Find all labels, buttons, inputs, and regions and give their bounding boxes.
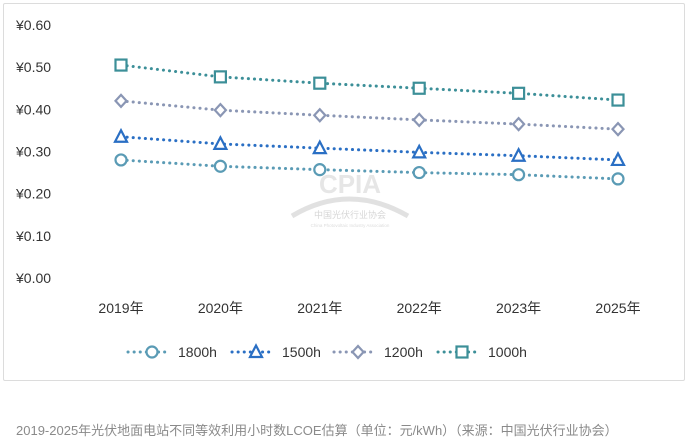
data-point — [611, 172, 625, 186]
series-line — [119, 63, 620, 102]
x-tick-label: 2021年 — [297, 300, 342, 316]
y-tick-label: ¥0.40 — [15, 101, 51, 117]
series-line — [119, 135, 620, 162]
watermark-cn-name: 中国光伏行业协会 — [314, 209, 386, 220]
series-1200h — [114, 93, 625, 137]
series-line — [119, 158, 620, 181]
data-point — [311, 139, 328, 155]
legend-marker — [455, 345, 469, 359]
data-point — [411, 143, 428, 159]
data-point — [512, 86, 526, 100]
x-tick-label: 2020年 — [198, 300, 243, 316]
watermark-en-name: China Photovoltaic Industry Association — [311, 223, 390, 228]
data-point — [412, 81, 426, 95]
figure-caption: 2019-2025年光伏地面电站不同等效利用小时数LCOE估算（单位：元/kWh… — [16, 423, 618, 438]
legend-item-1800h: 1800h — [126, 344, 217, 360]
y-tick-label: ¥0.20 — [15, 186, 51, 202]
data-point — [610, 151, 626, 167]
data-point — [412, 165, 426, 180]
data-point — [114, 153, 128, 167]
x-tick-label: 2022年 — [397, 300, 442, 316]
legend: 1800h 1500h 1200h 1000h — [126, 343, 527, 360]
series-1800h — [114, 153, 625, 186]
data-point — [113, 127, 129, 143]
series-1500h — [113, 127, 626, 167]
x-tick-label: 2019年 — [98, 300, 143, 316]
data-point — [510, 146, 527, 162]
x-tick-label: 2023年 — [496, 300, 541, 316]
data-point — [213, 159, 227, 173]
cpia-watermark: CPIA 中国光伏行业协会 China Photovoltaic Industr… — [290, 169, 410, 228]
data-point — [114, 93, 128, 109]
data-point — [212, 135, 229, 151]
chart-frame: CPIA 中国光伏行业协会 China Photovoltaic Industr… — [3, 3, 685, 381]
y-tick-label: ¥0.10 — [15, 228, 51, 244]
data-point — [611, 93, 625, 107]
legend-label: 1000h — [488, 344, 527, 360]
legend-item-1500h: 1500h — [230, 343, 321, 360]
lcoe-line-chart: CPIA 中国光伏行业协会 China Photovoltaic Industr… — [15, 17, 641, 360]
series-1000h — [114, 58, 625, 107]
data-point — [114, 58, 128, 72]
legend-label: 1500h — [282, 344, 321, 360]
data-point — [213, 102, 228, 118]
legend-label: 1800h — [178, 344, 217, 360]
y-tick-label: ¥0.50 — [15, 59, 51, 75]
series-layer — [113, 58, 626, 186]
legend-label: 1200h — [384, 344, 423, 360]
data-point — [412, 112, 427, 128]
data-point — [511, 168, 526, 182]
axes: ¥0.00 ¥0.10 ¥0.20 ¥0.30 ¥0.40 ¥0.50 ¥0.60 2019年… — [15, 17, 641, 316]
legend-marker — [145, 345, 159, 359]
y-tick-label: ¥0.60 — [15, 17, 51, 33]
y-tick-label: ¥0.00 — [15, 270, 51, 286]
watermark-logo: CPIA — [319, 169, 381, 199]
legend-marker — [351, 344, 365, 360]
data-point — [611, 121, 625, 137]
data-point — [313, 76, 327, 90]
x-tick-label: 2025年 — [595, 300, 640, 316]
legend-marker — [248, 343, 264, 359]
legend-item-1200h: 1200h — [332, 344, 423, 360]
y-tick-label: ¥0.30 — [15, 144, 51, 160]
series-line — [119, 99, 620, 131]
legend-item-1000h: 1000h — [436, 344, 527, 360]
data-point — [313, 163, 327, 177]
data-point — [213, 70, 227, 84]
data-point — [511, 116, 526, 132]
data-point — [312, 107, 327, 123]
